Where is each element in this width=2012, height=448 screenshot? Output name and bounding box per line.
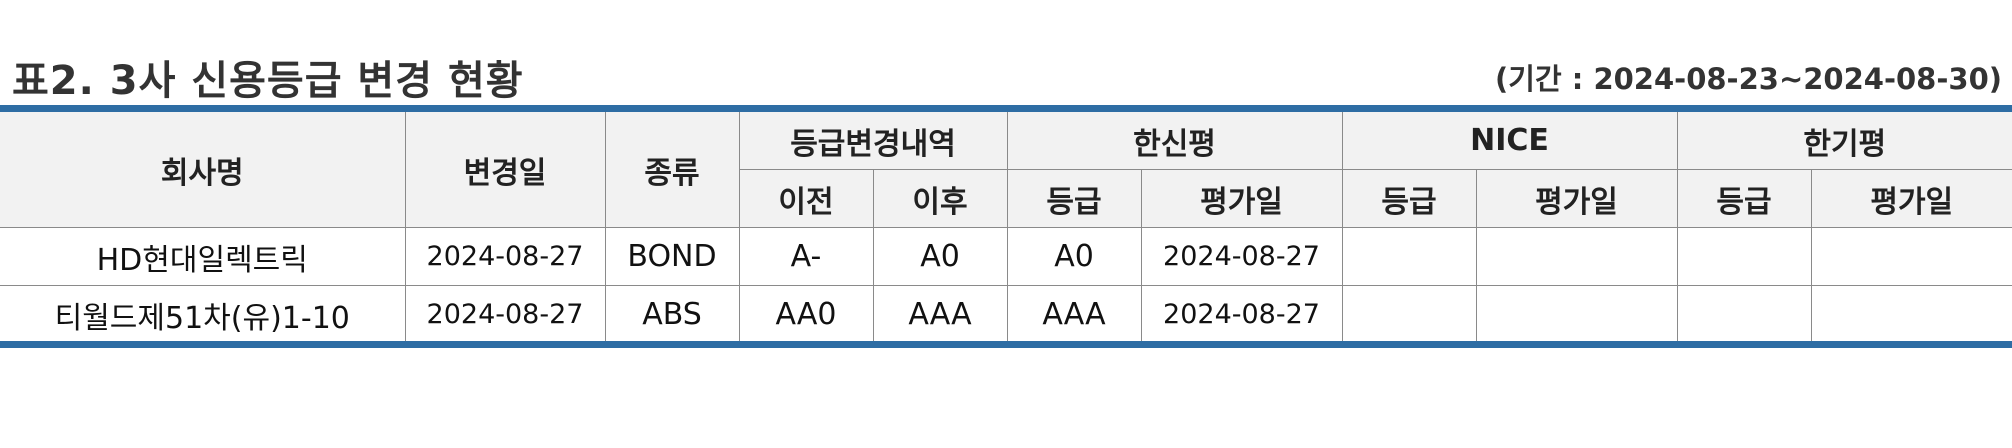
cell-kr-eval-date — [1810, 285, 2012, 343]
cell-kis-grade: A0 — [1006, 227, 1142, 286]
header-kis-grade: 등급 — [1006, 169, 1142, 228]
header-company: 회사명 — [0, 112, 406, 228]
header-type: 종류 — [604, 112, 740, 228]
cell-kr-grade — [1676, 227, 1812, 286]
cell-kr-eval-date — [1810, 227, 2012, 286]
header-change-detail: 등급변경내역 — [738, 112, 1008, 170]
cell-nice-grade — [1341, 227, 1477, 286]
cell-before: AA0 — [738, 285, 874, 343]
cell-company: HD현대일렉트릭 — [0, 227, 406, 286]
cell-kr-grade — [1676, 285, 1812, 343]
cell-type: ABS — [604, 285, 740, 343]
cell-nice-eval-date — [1475, 285, 1678, 343]
cell-after: A0 — [872, 227, 1008, 286]
header-kis-eval-date: 평가일 — [1140, 169, 1343, 228]
cell-before: A- — [738, 227, 874, 286]
bottom-rule — [0, 341, 2012, 348]
top-rule — [0, 105, 2012, 112]
cell-company: 티월드제51차(유)1-10 — [0, 285, 406, 343]
header-nice: NICE — [1341, 112, 1678, 170]
cell-kis-eval-date: 2024-08-27 — [1140, 285, 1343, 343]
credit-rating-table: 회사명 변경일 종류 등급변경내역 한신평 NICE 한기평 이전 이후 등급 … — [0, 112, 2012, 343]
cell-nice-grade — [1341, 285, 1477, 343]
header-nice-grade: 등급 — [1341, 169, 1477, 228]
period-label: (기간 : 2024-08-23~2024-08-30) — [1495, 62, 2002, 96]
cell-nice-eval-date — [1475, 227, 1678, 286]
table-row: 티월드제51차(유)1-10 2024-08-27 ABS AA0 AAA AA… — [0, 285, 2012, 343]
table-row: HD현대일렉트릭 2024-08-27 BOND A- A0 A0 2024-0… — [0, 227, 2012, 286]
cell-change-date: 2024-08-27 — [404, 285, 606, 343]
header-before: 이전 — [739, 169, 874, 228]
header-kr-eval-date: 평가일 — [1810, 169, 2012, 228]
cell-change-date: 2024-08-27 — [404, 227, 606, 286]
cell-after: AAA — [872, 285, 1008, 343]
header-kr-grade: 등급 — [1676, 169, 1812, 228]
cell-type: BOND — [604, 227, 740, 286]
header-after: 이후 — [872, 169, 1008, 228]
header-kr: 한기평 — [1676, 112, 2012, 170]
header-kis: 한신평 — [1006, 112, 1343, 170]
header-change-date: 변경일 — [404, 112, 606, 228]
header-nice-eval-date: 평가일 — [1475, 169, 1678, 228]
cell-kis-grade: AAA — [1006, 285, 1142, 343]
table-title: 표2. 3사 신용등급 변경 현황 — [12, 58, 524, 104]
cell-kis-eval-date: 2024-08-27 — [1140, 227, 1343, 286]
